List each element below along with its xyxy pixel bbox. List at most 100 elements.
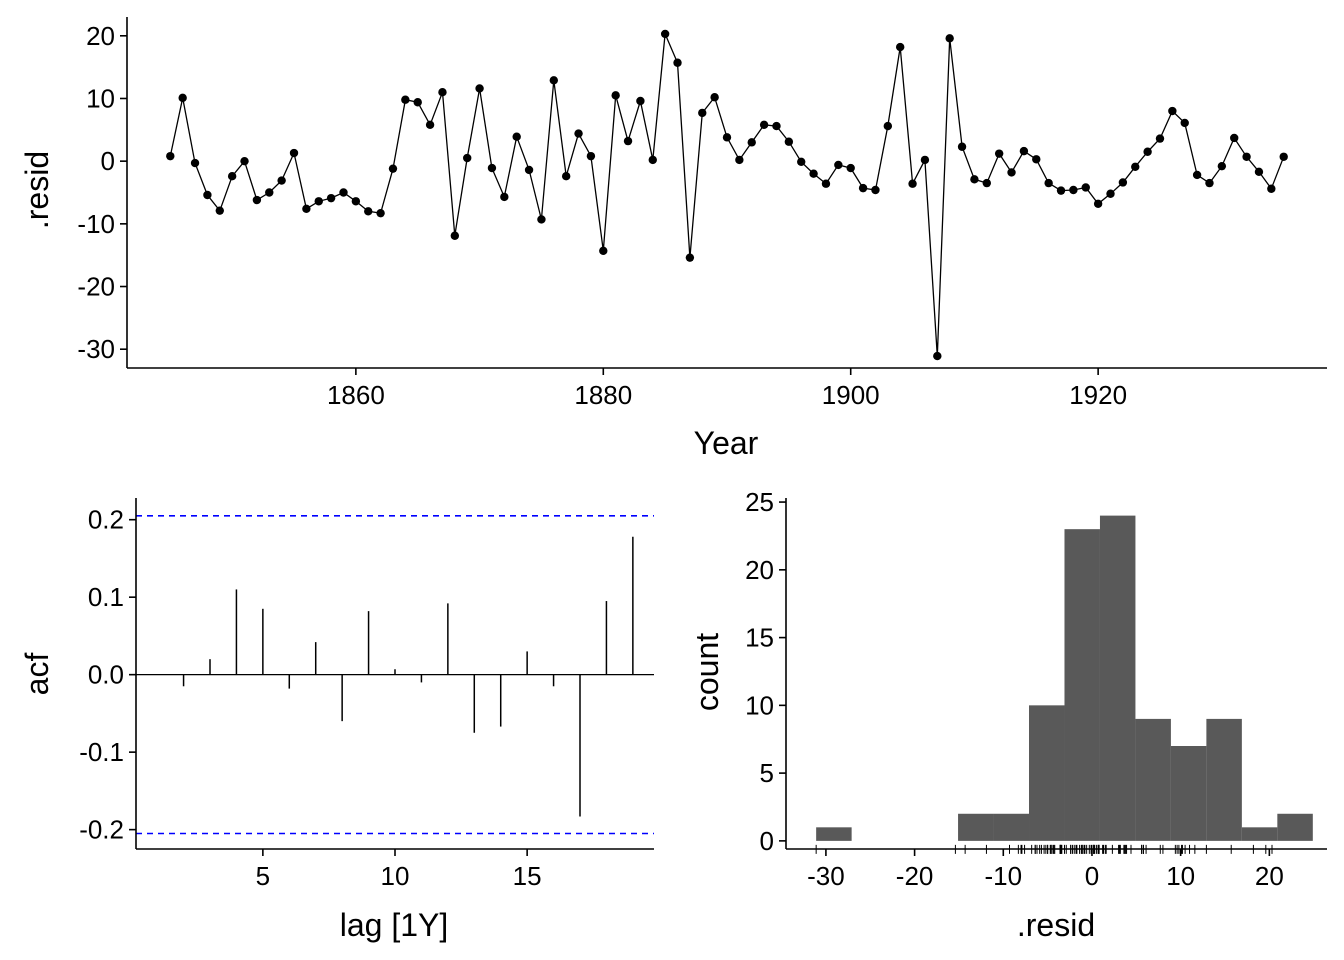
residual-point <box>1267 184 1276 193</box>
residual-point <box>710 93 719 102</box>
y-tick-label: 0.1 <box>88 582 124 612</box>
x-tick-label: 15 <box>513 861 542 891</box>
residual-point <box>1192 170 1202 180</box>
histogram-bar <box>1206 718 1242 841</box>
residual-point <box>339 188 348 197</box>
residual-point <box>784 137 794 146</box>
residual-point <box>1205 178 1214 188</box>
residual-time-axes: -30 -20 -10 0 10 20 1860 1880 1900 1920 <box>77 17 1327 410</box>
x-tick-label: 1860 <box>327 380 385 410</box>
residual-point <box>636 96 645 106</box>
y-tick-label: -20 <box>77 272 115 302</box>
residual-point <box>1081 183 1090 192</box>
residual-point <box>388 164 398 173</box>
residual-point <box>871 185 880 195</box>
histogram-bar <box>1064 529 1100 841</box>
histogram-bar <box>1099 515 1136 841</box>
x-tick-label: 5 <box>256 861 270 891</box>
residual-time-plot: -30 -20 -10 0 10 20 1860 1880 1900 1920 Year .res… <box>19 17 1327 461</box>
residual-point <box>883 121 893 131</box>
residual-histogram: 0 5 10 15 20 25 -30 -20 -10 0 10 20 .resid count <box>689 487 1327 943</box>
x-tick-label: 1880 <box>574 380 632 410</box>
residual-point <box>1019 146 1029 156</box>
residual-point <box>648 155 657 165</box>
residual-point <box>401 95 410 104</box>
x-tick-label: 20 <box>1255 861 1284 891</box>
residual-point <box>289 148 299 158</box>
acf-bars <box>136 515 654 835</box>
residual-point <box>970 175 979 184</box>
y-tick-label: -10 <box>77 209 115 239</box>
residual-point <box>1254 167 1264 177</box>
residual-point <box>240 156 249 166</box>
histogram-bar <box>1029 705 1065 841</box>
residual-point <box>982 178 991 188</box>
histogram-bar <box>1135 718 1171 841</box>
histogram-bar <box>816 827 852 841</box>
residual-point <box>438 88 447 97</box>
y-tick-label: 20 <box>86 21 115 51</box>
residual-point <box>945 34 954 43</box>
residual-point <box>1093 199 1103 208</box>
residual-point <box>1279 152 1288 161</box>
histogram-bar <box>1241 827 1278 841</box>
residual-point <box>673 58 682 67</box>
x-tick-label: -10 <box>984 861 1022 891</box>
residual-point <box>1032 155 1041 164</box>
residual-point <box>1230 133 1239 143</box>
residual-point <box>450 231 460 240</box>
residual-point <box>487 163 497 173</box>
residual-point <box>747 138 756 147</box>
residual-point <box>759 120 769 130</box>
y-tick-label: 25 <box>745 487 774 517</box>
residual-point <box>203 190 212 200</box>
residual-point <box>1007 168 1016 177</box>
residual-point <box>611 91 620 100</box>
histogram-bar <box>1170 746 1207 841</box>
residual-point <box>512 132 521 141</box>
residual-point <box>1180 118 1189 128</box>
residual-point <box>252 195 262 205</box>
x-tick-label: -20 <box>896 861 934 891</box>
y-axis-title: acf <box>19 653 55 696</box>
y-tick-label: -0.1 <box>79 737 124 767</box>
residual-point <box>265 188 274 197</box>
residual-point <box>846 163 855 173</box>
residual-point <box>586 151 596 161</box>
residual-point <box>1143 147 1152 156</box>
y-tick-label: 0.0 <box>88 660 124 690</box>
residual-point <box>166 151 175 161</box>
y-axis-title: count <box>689 633 725 711</box>
residual-point <box>1131 162 1140 172</box>
residual-point <box>834 160 843 170</box>
residual-point <box>895 42 905 52</box>
y-tick-label: 10 <box>86 83 115 113</box>
residual-point <box>500 192 509 202</box>
residual-point <box>772 121 781 131</box>
residual-point <box>1118 178 1128 187</box>
residual-point <box>933 351 942 361</box>
residual-point <box>623 136 633 146</box>
y-tick-label: 20 <box>745 555 774 585</box>
y-tick-label: 15 <box>745 623 774 653</box>
x-axis-title: .resid <box>1017 907 1095 943</box>
histogram-bar <box>1277 813 1313 841</box>
histogram-bar <box>993 813 1030 841</box>
y-tick-label: 0 <box>101 146 115 176</box>
residual-point <box>463 153 472 163</box>
x-axis-title: lag [1Y] <box>340 907 449 943</box>
histogram-bars <box>816 515 1313 841</box>
residual-point <box>537 215 546 224</box>
residual-point <box>1217 161 1227 171</box>
residual-point <box>549 76 559 85</box>
residual-point <box>215 206 224 215</box>
residual-point <box>413 98 422 107</box>
y-tick-label: 0 <box>760 826 774 856</box>
residual-point <box>376 208 385 218</box>
residual-point <box>227 172 237 181</box>
residual-point <box>277 176 286 185</box>
residual-point <box>1069 185 1078 195</box>
residual-point <box>797 157 806 166</box>
histogram-axes: 0 5 10 15 20 25 -30 -20 -10 0 10 20 <box>745 487 1327 891</box>
